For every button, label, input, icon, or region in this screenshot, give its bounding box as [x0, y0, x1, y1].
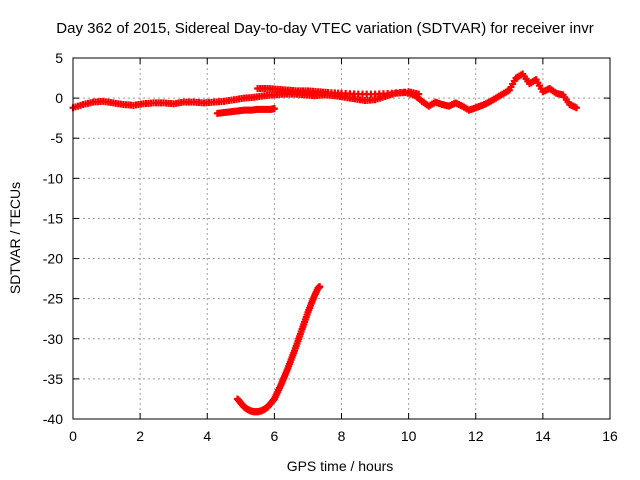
- y-tick-label: -15: [43, 210, 63, 226]
- y-tick-label: -10: [43, 170, 63, 186]
- grid-lines: [73, 58, 610, 419]
- x-tick-label: 2: [136, 428, 144, 444]
- x-tick-label: 10: [401, 428, 417, 444]
- x-tick-label: 6: [270, 428, 278, 444]
- y-tick-label: -30: [43, 331, 63, 347]
- x-tick-label: 8: [338, 428, 346, 444]
- y-tick-label: 0: [55, 90, 63, 106]
- x-tick-label: 12: [468, 428, 484, 444]
- data-point-series-1: [572, 104, 580, 112]
- y-tick-label: -40: [43, 411, 63, 427]
- axis-ticks: 0 2 4 6 8 10 12 14 16 5 0 -5 -10 -15 -20 -25 -30 -35 -40: [43, 50, 618, 444]
- data-point-series-3: [270, 105, 278, 113]
- y-tick-label: -25: [43, 291, 63, 307]
- x-tick-label: 4: [203, 428, 211, 444]
- x-tick-label: 0: [69, 428, 77, 444]
- data-point-series-2: [415, 90, 423, 98]
- y-tick-label: -20: [43, 251, 63, 267]
- y-axis-label: SDTVAR / TECUs: [7, 182, 23, 294]
- x-axis-label: GPS time / hours: [287, 458, 394, 474]
- data-point-series-4: [316, 283, 324, 291]
- chart-title: Day 362 of 2015, Sidereal Day-to-day VTE…: [56, 20, 593, 37]
- y-tick-label: -35: [43, 371, 63, 387]
- y-tick-label: -5: [51, 130, 64, 146]
- x-tick-label: 14: [535, 428, 551, 444]
- data-points: [69, 70, 580, 416]
- y-tick-label: 5: [55, 50, 63, 66]
- x-tick-label: 16: [602, 428, 618, 444]
